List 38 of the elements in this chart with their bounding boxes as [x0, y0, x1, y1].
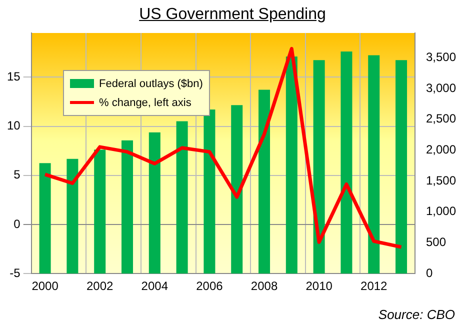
source-note: Source: CBO — [378, 307, 455, 322]
y2-tick-label: 1,000 — [426, 204, 456, 218]
bar — [231, 105, 243, 274]
y2-tick-label: 500 — [426, 235, 446, 250]
y-tick-label: -5 — [10, 266, 21, 280]
y2-tick-label: 1,500 — [426, 173, 456, 188]
bar — [176, 121, 188, 274]
x-tick-label: 2000 — [32, 279, 59, 294]
bar — [204, 110, 216, 274]
bar — [340, 52, 352, 274]
y2-tick-label: 3,000 — [426, 80, 456, 95]
legend-label: Federal outlays ($bn) — [98, 76, 203, 92]
bar — [313, 60, 325, 274]
x-tick-label: 2002 — [86, 279, 114, 294]
legend-label: % change, left axis — [98, 96, 192, 110]
y2-tick-label: 0 — [426, 266, 433, 280]
y2-tick-label: 3,500 — [426, 50, 456, 64]
bar — [122, 140, 134, 274]
x-tick-label: 2010 — [306, 279, 333, 294]
bar — [368, 55, 380, 274]
bar — [94, 150, 106, 274]
y-tick-label: 15 — [6, 70, 21, 84]
bar — [286, 56, 298, 274]
x-tick-label: 2004 — [141, 279, 168, 294]
x-tick-label: 2006 — [196, 279, 224, 294]
bar — [66, 158, 78, 274]
y2-tick-label: 2,000 — [426, 142, 456, 157]
x-tick-label: 2008 — [250, 279, 278, 294]
y-tick-label: 5 — [14, 168, 21, 182]
y-tick-label: 0 — [14, 216, 21, 231]
bar — [39, 163, 51, 274]
y2-tick-label: 2,500 — [426, 112, 456, 126]
x-tick-label: 2012 — [360, 279, 388, 294]
chart-title: US Government Spending — [138, 6, 327, 24]
bar — [396, 60, 408, 274]
y-tick-label: 10 — [6, 118, 21, 133]
bar — [258, 90, 270, 274]
bar — [148, 132, 160, 274]
